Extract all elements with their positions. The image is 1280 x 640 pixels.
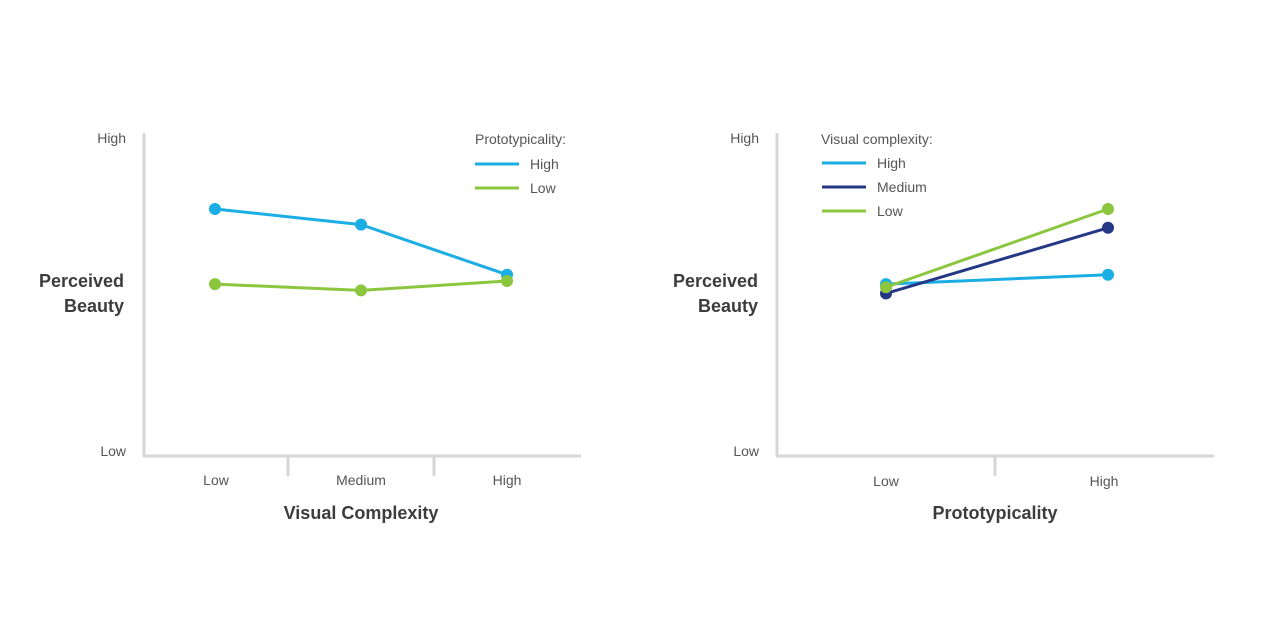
series-line-low	[885, 207, 1109, 289]
chart-visual-complexity: High Low Perceived Beauty Low Medium Hig…	[39, 130, 581, 523]
chart-prototypicality: High Low Perceived Beauty Low High Proto…	[673, 130, 1214, 523]
data-point-low	[209, 278, 221, 291]
legend-title: Visual complexity:	[821, 131, 933, 147]
data-point-low	[1102, 202, 1114, 215]
y-axis-title: Beauty	[64, 296, 124, 316]
y-tick-label-low: Low	[733, 443, 760, 459]
x-tick-label: Medium	[336, 472, 386, 488]
y-tick-label-high: High	[97, 130, 126, 146]
plot-area	[880, 202, 1114, 300]
legend-label-medium: Medium	[877, 179, 927, 195]
x-tick-label: Low	[873, 473, 900, 489]
data-point-low	[501, 274, 513, 287]
series-line-medium	[885, 226, 1109, 295]
legend-label-low: Low	[877, 203, 904, 219]
x-tick-label: High	[493, 472, 522, 488]
legend: Visual complexity: High Medium Low	[821, 131, 933, 219]
legend-label-low: Low	[530, 180, 557, 196]
data-point-low	[355, 284, 367, 297]
legend-title: Prototypicality:	[475, 131, 566, 147]
data-point-high	[209, 202, 221, 215]
x-tick-label: High	[1090, 473, 1119, 489]
legend: Prototypicality: High Low	[475, 131, 566, 196]
legend-label-high: High	[530, 156, 559, 172]
x-axis-title: Visual Complexity	[284, 503, 439, 523]
y-tick-label-low: Low	[100, 443, 127, 459]
y-axis-title: Beauty	[698, 296, 758, 316]
plot-area	[209, 202, 513, 297]
data-point-high	[1102, 268, 1114, 281]
legend-label-high: High	[877, 155, 906, 171]
y-tick-label-high: High	[730, 130, 759, 146]
data-point-low	[880, 281, 892, 294]
data-point-high	[355, 218, 367, 231]
x-axis-title: Prototypicality	[932, 503, 1057, 523]
y-axis-title: Perceived	[39, 271, 124, 291]
data-point-medium	[1102, 221, 1114, 234]
x-tick-label: Low	[203, 472, 230, 488]
y-axis-title: Perceived	[673, 271, 758, 291]
